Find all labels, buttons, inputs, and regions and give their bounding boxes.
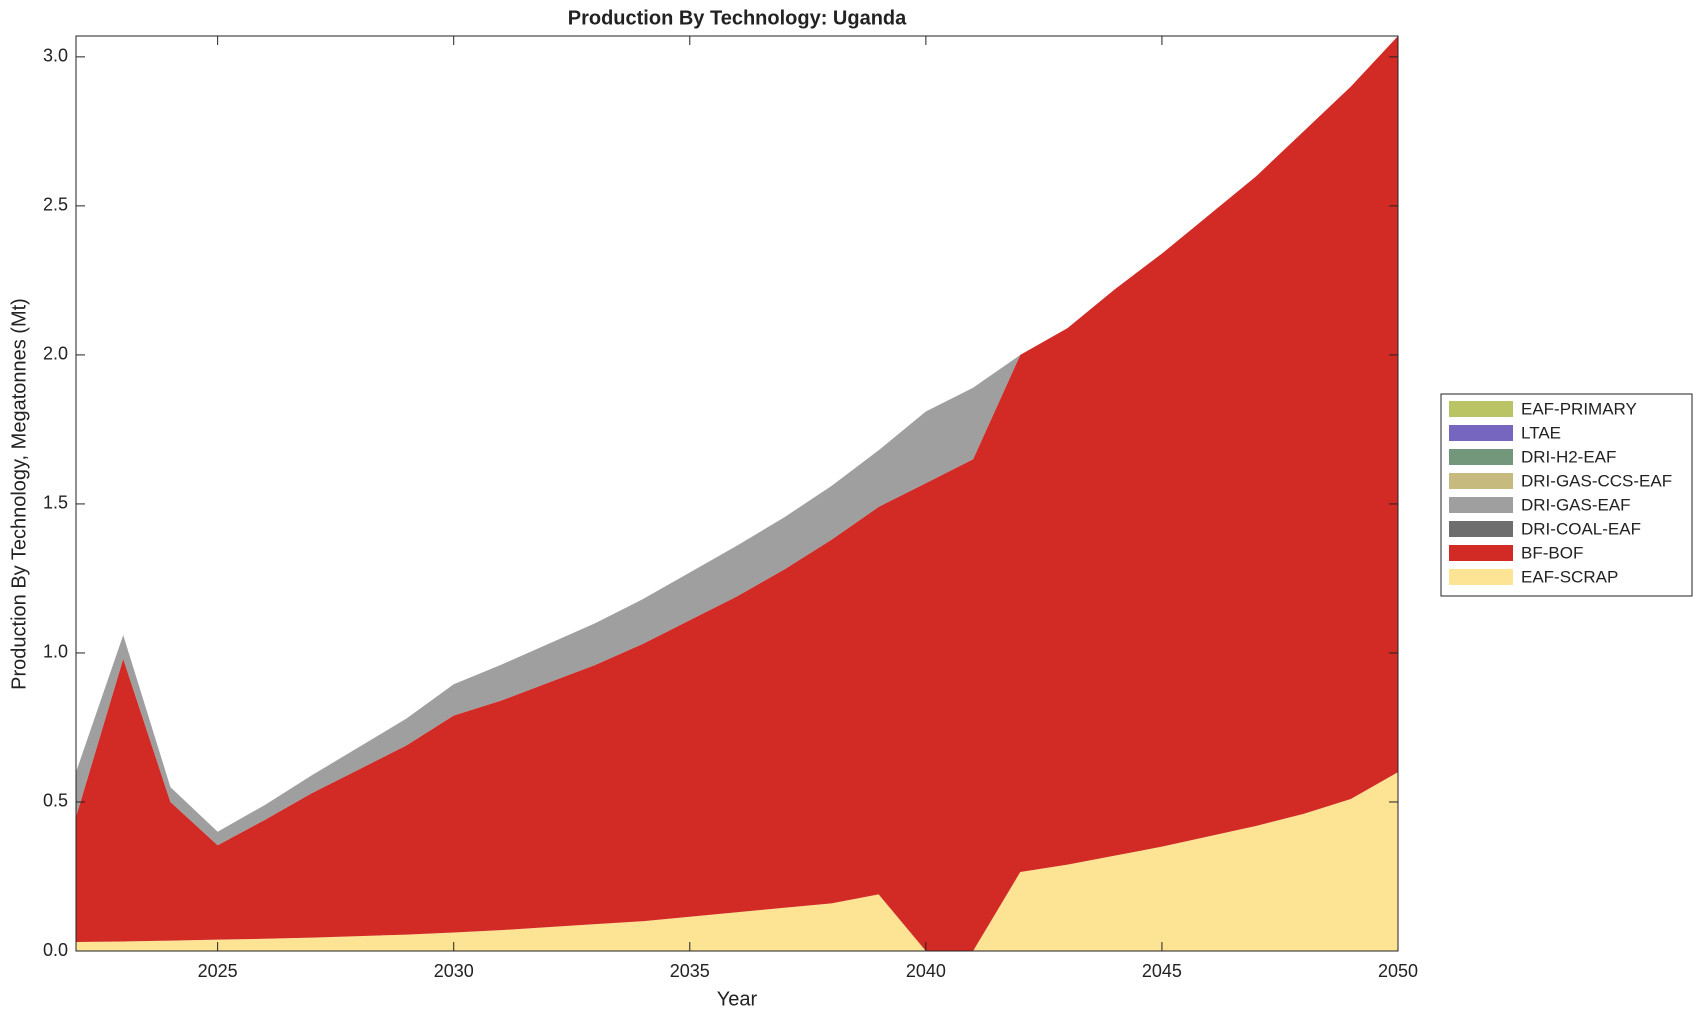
x-tick-label: 2050 [1378,961,1418,981]
legend-swatch [1449,401,1513,417]
legend-label: BF-BOF [1521,543,1583,562]
legend-label: LTAE [1521,423,1561,442]
x-tick-label: 2040 [906,961,946,981]
legend-swatch [1449,425,1513,441]
y-axis-label: Production By Technology, Megatonnes (Mt… [8,298,30,690]
y-tick-label: 2.5 [43,195,68,215]
x-tick-label: 2025 [198,961,238,981]
x-tick-label: 2030 [434,961,474,981]
legend-swatch [1449,521,1513,537]
x-tick-label: 2035 [670,961,710,981]
y-tick-label: 1.0 [43,642,68,662]
legend-label: DRI-GAS-CCS-EAF [1521,471,1672,490]
x-axis-label: Year [717,988,758,1010]
y-tick-label: 2.0 [43,344,68,364]
legend-swatch [1449,473,1513,489]
legend-swatch [1449,569,1513,585]
legend-label: EAF-SCRAP [1521,567,1618,586]
legend-swatch [1449,497,1513,513]
area [76,772,1398,951]
y-tick-label: 1.5 [43,493,68,513]
legend-swatch [1449,545,1513,561]
legend-label: DRI-H2-EAF [1521,447,1616,466]
y-tick-label: 0.0 [43,940,68,960]
y-tick-label: 0.5 [43,791,68,811]
legend-label: DRI-GAS-EAF [1521,495,1631,514]
y-tick-label: 3.0 [43,46,68,66]
area [76,36,1398,951]
plot-frame [75,35,1399,952]
legend-label: DRI-COAL-EAF [1521,519,1641,538]
x-tick-label: 2045 [1142,961,1182,981]
legend-label: EAF-PRIMARY [1521,399,1637,418]
chart-title: Production By Technology: Uganda [568,7,907,29]
legend-swatch [1449,449,1513,465]
